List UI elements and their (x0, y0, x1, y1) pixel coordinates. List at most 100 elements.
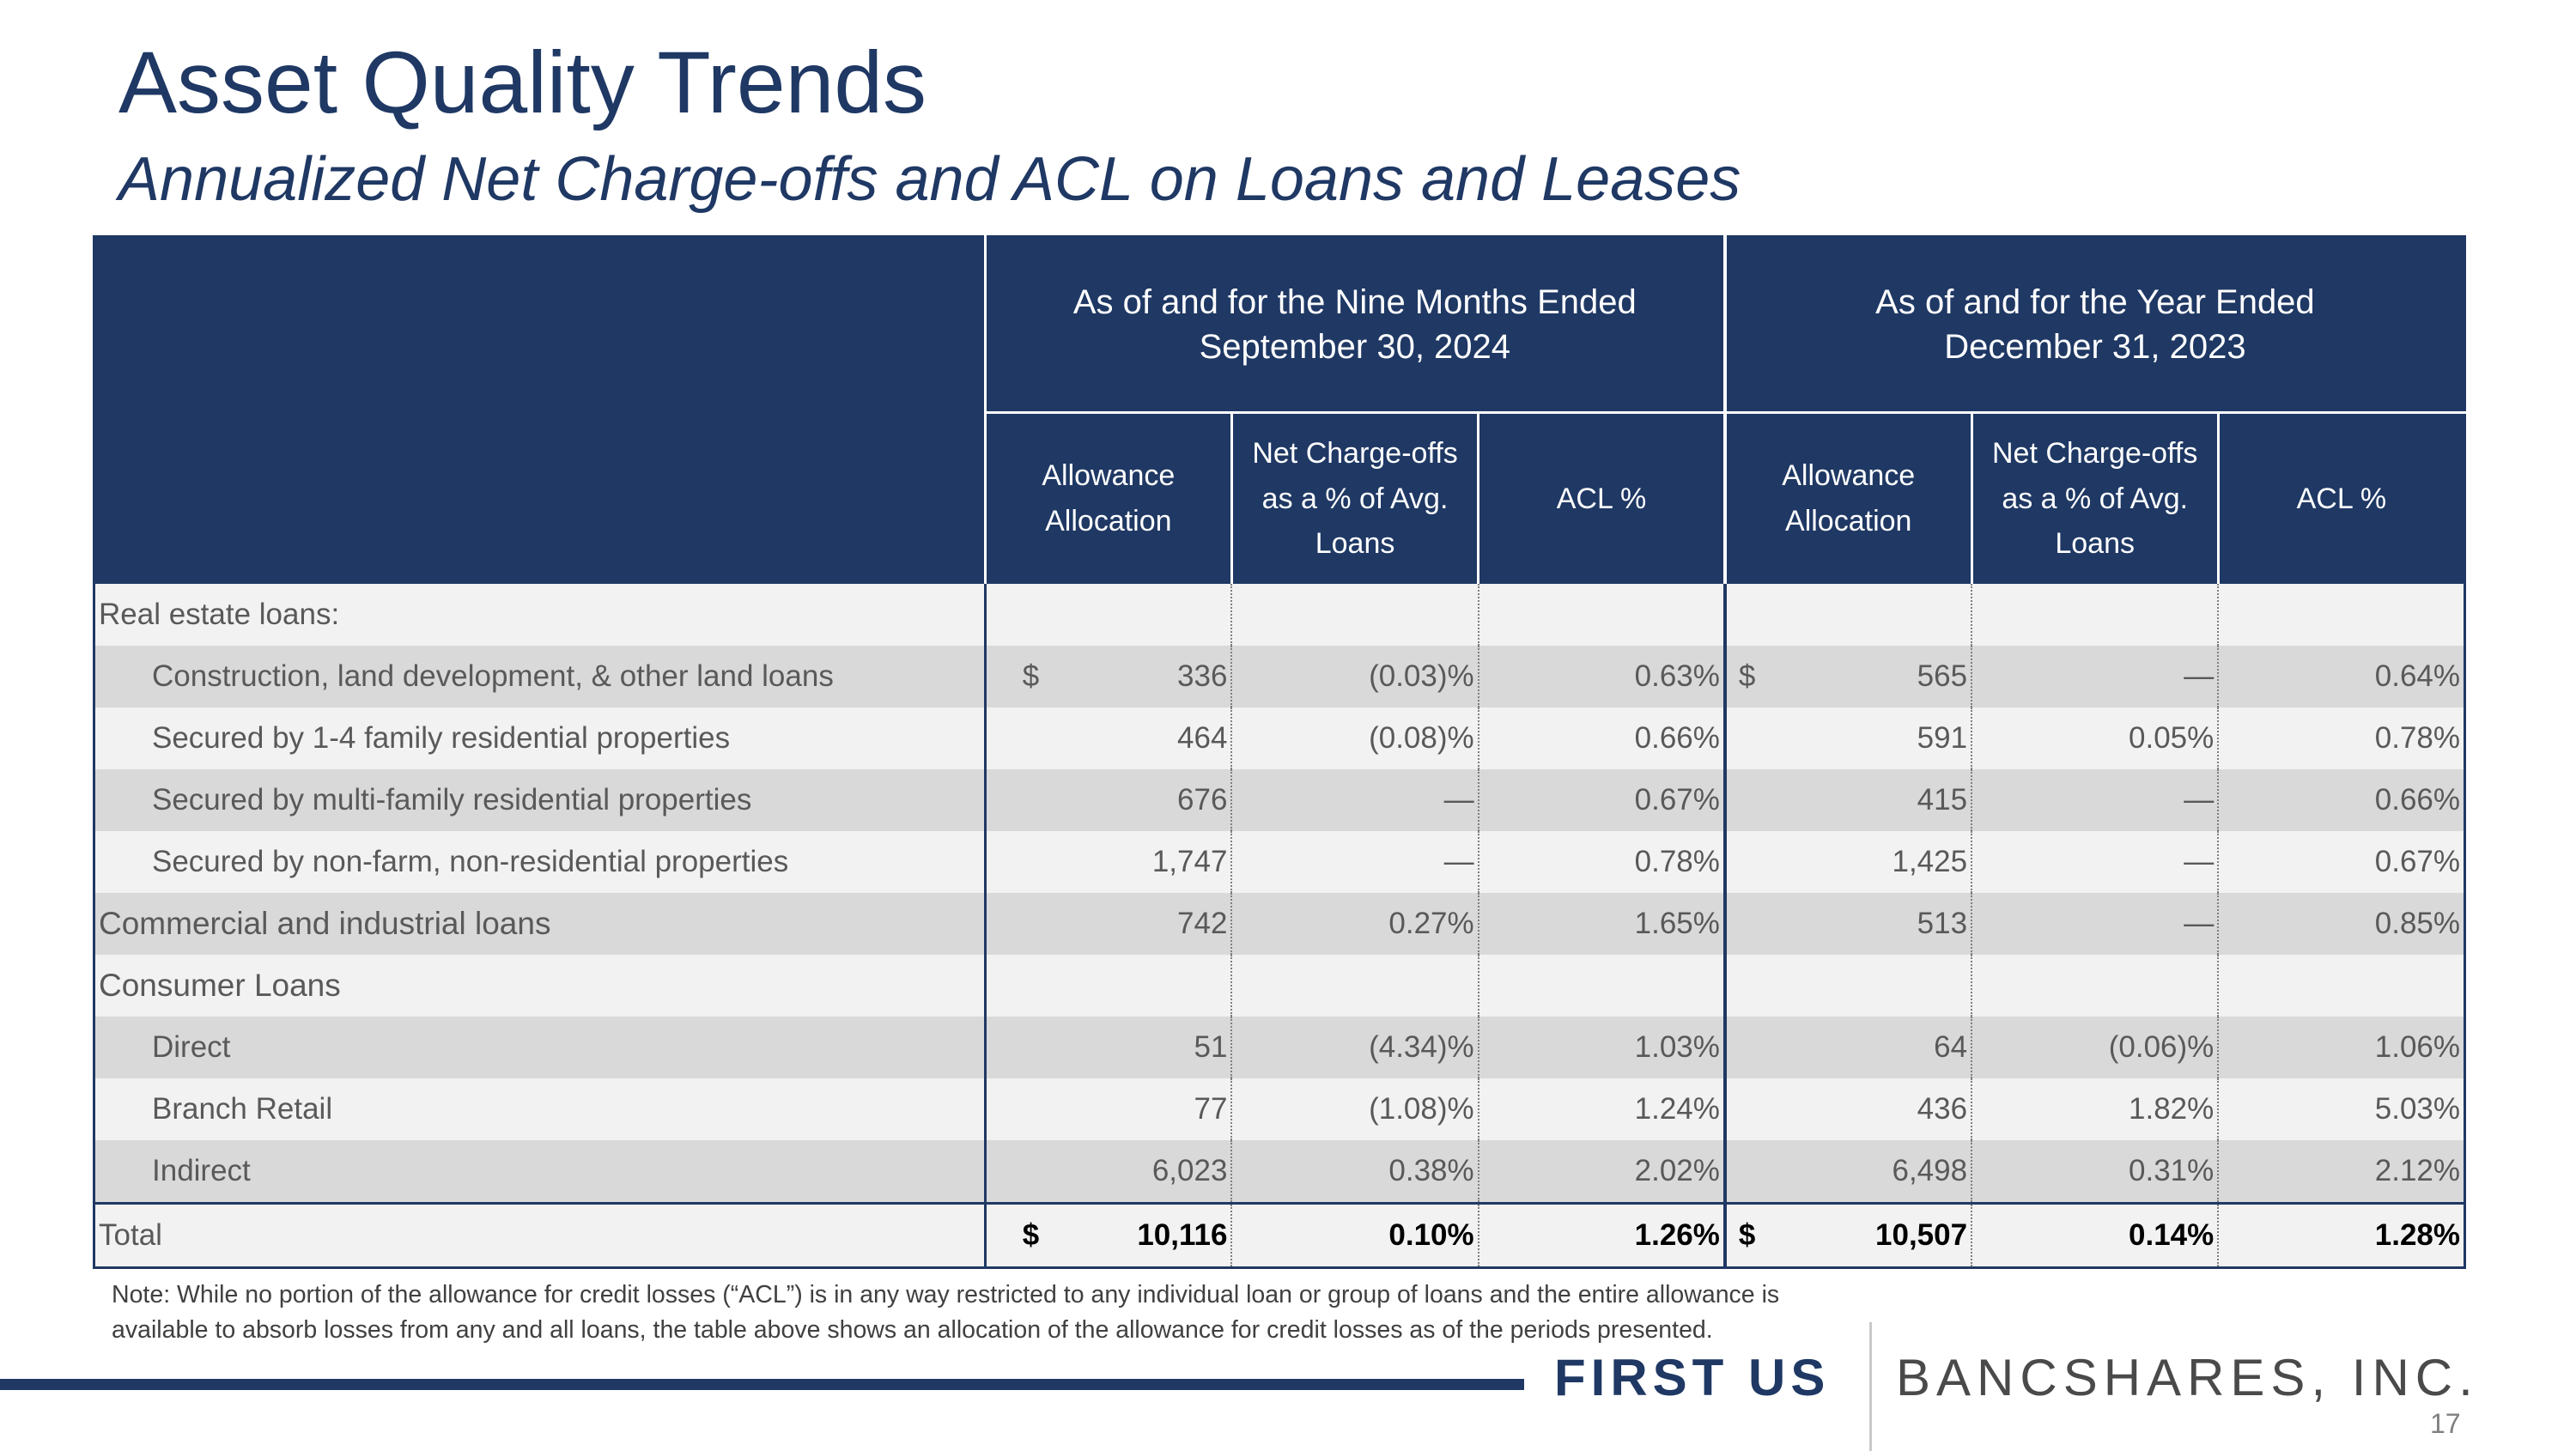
logo-first-us: FIRST US (1554, 1349, 1831, 1406)
nco-2024-cell (1230, 955, 1479, 1017)
acl-2023-cell (2217, 955, 2465, 1017)
group-header-2024-line2: September 30, 2024 (1199, 328, 1511, 366)
acl-2024-cell (1477, 584, 1725, 646)
total-allowance-2023: $10,507 (1722, 1202, 1972, 1268)
subheader-line: Allowance (1782, 459, 1916, 493)
total-allowance-value: 10,116 (1137, 1218, 1228, 1252)
subheader-line: Loans (1315, 527, 1395, 561)
subheader-line: ACL % (2296, 482, 2387, 515)
nco-2023-cell: 0.05% (1971, 707, 2219, 769)
total-acl-2024: 1.26% (1477, 1202, 1725, 1268)
total-label: Total (94, 1202, 986, 1268)
allowance-2024-cell (983, 955, 1232, 1017)
row-label: Indirect (94, 1140, 986, 1204)
nco-2023-cell: 0.31% (1971, 1140, 2219, 1204)
subheader-allowance-2023: Allowance Allocation (1722, 412, 1972, 584)
nco-2023-cell: — (1971, 646, 2219, 707)
total-nco-2024: 0.10% (1230, 1202, 1479, 1268)
nco-2024-cell: (4.34)% (1230, 1017, 1479, 1078)
allowance-2023-cell: 436 (1722, 1078, 1972, 1140)
acl-2023-cell: 2.12% (2217, 1140, 2465, 1204)
subheader-acl-2024: ACL % (1477, 412, 1725, 584)
row-label: Secured by non-farm, non-residential pro… (94, 831, 986, 893)
row-label: Secured by 1-4 family residential proper… (94, 707, 986, 769)
subheader-line: as a % of Avg. (2002, 482, 2189, 515)
total-allowance-value: 10,507 (1875, 1218, 1968, 1252)
group-header-2023: As of and for the Year Ended December 31… (1722, 236, 2465, 414)
allowance-2023-cell: 513 (1722, 893, 1972, 955)
acl-2024-cell: 0.63% (1477, 646, 1725, 707)
footnote: Note: While no portion of the allowance … (112, 1278, 1915, 1349)
total-acl-2023: 1.28% (2217, 1202, 2465, 1268)
group-header-2023-line2: December 31, 2023 (1944, 328, 2246, 366)
sub-header-row: Allowance Allocation Net Charge-offs as … (94, 412, 2465, 584)
allowance-2023-cell: 591 (1722, 707, 1972, 769)
table-row: Real estate loans: (94, 584, 2465, 646)
subheader-nco-2023: Net Charge-offs as a % of Avg. Loans (1970, 412, 2219, 584)
subheader-nco-2024: Net Charge-offs as a % of Avg. Loans (1230, 412, 1479, 584)
group-header-2024-line1: As of and for the Nine Months Ended (1072, 283, 1637, 321)
row-label: Direct (94, 1017, 986, 1078)
allowance-2024-cell: 77 (983, 1078, 1232, 1140)
table-row: Secured by multi-family residential prop… (94, 769, 2465, 831)
total-nco-2023: 0.14% (1971, 1202, 2219, 1268)
subheader-line: Allocation (1785, 505, 1912, 537)
allowance-2023-cell: $565 (1722, 646, 1972, 707)
header-blank-cell (94, 236, 986, 584)
subheader-line: Allocation (1045, 505, 1172, 537)
allowance-2023-cell: 6,498 (1722, 1140, 1972, 1204)
footnote-line2: available to absorb losses from any and … (112, 1316, 1713, 1345)
subheader-line: ACL % (1556, 482, 1647, 515)
allowance-2024-cell: 742 (983, 893, 1232, 955)
acl-2024-cell: 0.66% (1477, 707, 1725, 769)
allowance-value: 336 (1177, 659, 1228, 693)
allowance-2023-cell: 1,425 (1722, 831, 1972, 893)
nco-2023-cell: (0.06)% (1971, 1017, 2219, 1078)
total-row: Total $10,116 0.10% 1.26% $10,507 0.14% … (94, 1202, 2465, 1268)
subheader-line: Allowance (1042, 459, 1176, 493)
page-number: 17 (2430, 1408, 2461, 1439)
currency-symbol: $ (1738, 1218, 1756, 1252)
logo-bancshares: BANCSHARES, INC. (1896, 1349, 2479, 1406)
nco-2023-cell (1971, 955, 2219, 1017)
logo-divider (1869, 1322, 1872, 1451)
acl-2024-cell: 1.65% (1477, 893, 1725, 955)
allowance-2024-cell: 6,023 (983, 1140, 1232, 1204)
allowance-2024-cell: 676 (983, 769, 1232, 831)
allowance-2024-cell: 1,747 (983, 831, 1232, 893)
allowance-2024-cell: 51 (983, 1017, 1232, 1078)
allowance-2024-cell: 464 (983, 707, 1232, 769)
nco-2024-cell: — (1230, 769, 1479, 831)
acl-2024-cell (1477, 955, 1725, 1017)
nco-2023-cell: — (1971, 769, 2219, 831)
nco-2024-cell: (0.08)% (1230, 707, 1479, 769)
acl-2024-cell: 2.02% (1477, 1140, 1725, 1204)
acl-2024-cell: 1.24% (1477, 1078, 1725, 1140)
row-label: Secured by multi-family residential prop… (94, 769, 986, 831)
table-row: Construction, land development, & other … (94, 646, 2465, 707)
acl-2023-cell: 0.85% (2217, 893, 2465, 955)
acl-2023-cell: 1.06% (2217, 1017, 2465, 1078)
acl-2024-cell: 0.78% (1477, 831, 1725, 893)
nco-2023-cell: 1.82% (1971, 1078, 2219, 1140)
row-label: Construction, land development, & other … (94, 646, 986, 707)
allowance-value: 565 (1917, 659, 1968, 693)
acl-2023-cell: 0.67% (2217, 831, 2465, 893)
row-label: Commercial and industrial loans (94, 893, 986, 955)
allowance-2023-cell: 415 (1722, 769, 1972, 831)
subheader-line: Loans (2055, 527, 2135, 561)
allowance-2024-cell: $336 (983, 646, 1232, 707)
row-label: Real estate loans: (94, 584, 986, 646)
table-row: Commercial and industrial loans 742 0.27… (94, 893, 2465, 955)
nco-2024-cell: 0.38% (1230, 1140, 1479, 1204)
acl-2023-cell: 0.66% (2217, 769, 2465, 831)
group-header-2023-line1: As of and for the Year Ended (1875, 283, 2315, 321)
total-allowance-2024: $10,116 (983, 1202, 1232, 1268)
acl-2023-cell (2217, 584, 2465, 646)
footer-bar (0, 1379, 1524, 1390)
nco-2023-cell: — (1971, 893, 2219, 955)
table-row: Consumer Loans (94, 955, 2465, 1017)
allowance-2023-cell (1722, 584, 1972, 646)
table-row: Secured by 1-4 family residential proper… (94, 707, 2465, 769)
subheader-line: as a % of Avg. (1261, 482, 1449, 515)
